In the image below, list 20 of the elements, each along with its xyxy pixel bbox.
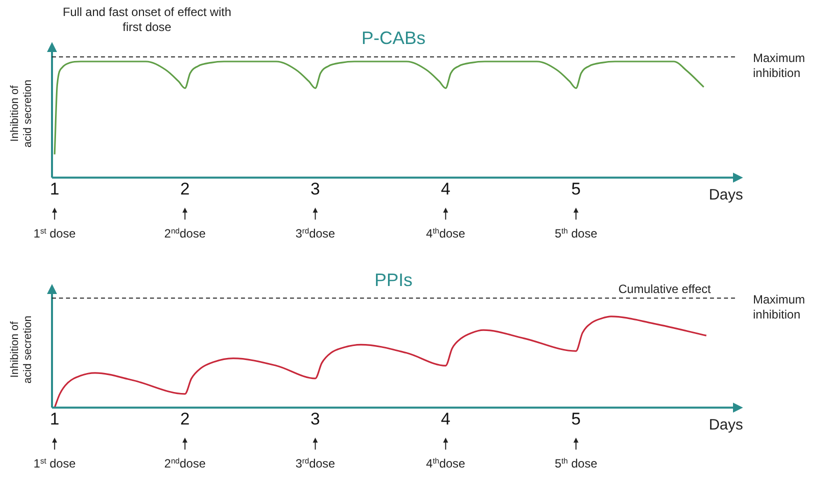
y-axis-title: Inhibition of acid secretion [9, 316, 34, 384]
x-tick-label: 4 [440, 179, 450, 198]
x-tick-label: 4 [440, 409, 450, 428]
ref-line-label: Maximum inhibition [753, 292, 806, 322]
x-tick-label: 2 [180, 409, 190, 428]
x-axis-title: Days [708, 186, 743, 204]
chart-title: PPIs [374, 270, 413, 290]
x-tick-label: 1 [50, 179, 60, 198]
ref-line-label: Maximum inhibition [753, 51, 806, 80]
text: Full and fast onset of effect with first dose [62, 5, 232, 34]
x-tick-label: 2 [180, 179, 190, 198]
x-tick-label: 3 [310, 409, 320, 428]
x-tick-label: 3 [310, 179, 320, 198]
y-axis-title: Inhibition of acid secretion [9, 80, 34, 148]
x-tick-label: 5 [571, 409, 581, 428]
x-tick-label: 5 [571, 179, 581, 198]
x-tick-label: 1 [50, 409, 60, 428]
annotation: Cumulative effect [618, 282, 712, 296]
x-axis-title: Days [708, 416, 743, 434]
chart-title: P-CABs [361, 28, 426, 48]
